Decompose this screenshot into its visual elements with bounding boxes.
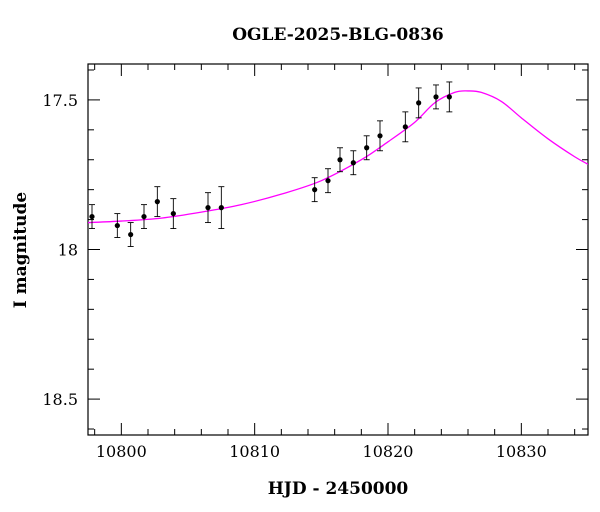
data-points-group [89, 81, 453, 247]
data-point [127, 222, 134, 247]
plot-frame [87, 63, 589, 436]
point-marker [128, 231, 134, 238]
axis-tick-labels: 10800 10810 10820 10830 17.5 18 18.5 [42, 91, 546, 461]
data-point [325, 168, 331, 194]
data-point [89, 204, 95, 230]
data-point [350, 150, 357, 176]
point-marker [446, 94, 452, 100]
data-point [402, 111, 409, 143]
point-marker [364, 145, 370, 151]
point-marker [350, 160, 356, 166]
data-point [311, 177, 318, 203]
data-point [446, 81, 453, 113]
x-tick-label: 10830 [496, 442, 547, 461]
point-marker [205, 205, 211, 211]
point-marker [89, 213, 95, 220]
point-marker [170, 210, 176, 217]
point-marker [218, 205, 224, 211]
point-marker [154, 199, 160, 205]
model-curve [88, 90, 588, 224]
y-tick-label: 18.5 [42, 390, 78, 409]
y-tick-label: 17.5 [42, 91, 78, 110]
point-marker [402, 124, 408, 130]
data-point [433, 84, 439, 110]
data-point [415, 87, 422, 119]
x-tick-label: 10800 [96, 442, 147, 461]
data-point [363, 135, 370, 161]
y-tick-label: 18 [58, 241, 78, 260]
data-point [141, 204, 147, 230]
y-axis-title: I magnitude [11, 192, 31, 309]
point-marker [312, 187, 318, 193]
data-point [114, 213, 121, 238]
data-point [170, 198, 177, 230]
data-point [218, 186, 225, 230]
point-marker [337, 157, 343, 163]
point-marker [377, 133, 383, 139]
data-point [337, 147, 343, 173]
data-point [154, 186, 161, 218]
data-point [377, 120, 383, 152]
x-tick-label: 10820 [363, 442, 414, 461]
point-marker [141, 213, 147, 220]
data-point [205, 192, 211, 224]
point-marker [114, 222, 120, 229]
x-axis-title: HJD - 2450000 [268, 479, 409, 499]
chart-title: OGLE-2025-BLG-0836 [232, 25, 444, 45]
point-marker [325, 178, 331, 184]
point-marker [416, 100, 422, 106]
model-curve-group [88, 90, 588, 224]
x-tick-label: 10810 [229, 442, 280, 461]
axis-ticks [88, 64, 588, 435]
point-marker [433, 94, 439, 100]
